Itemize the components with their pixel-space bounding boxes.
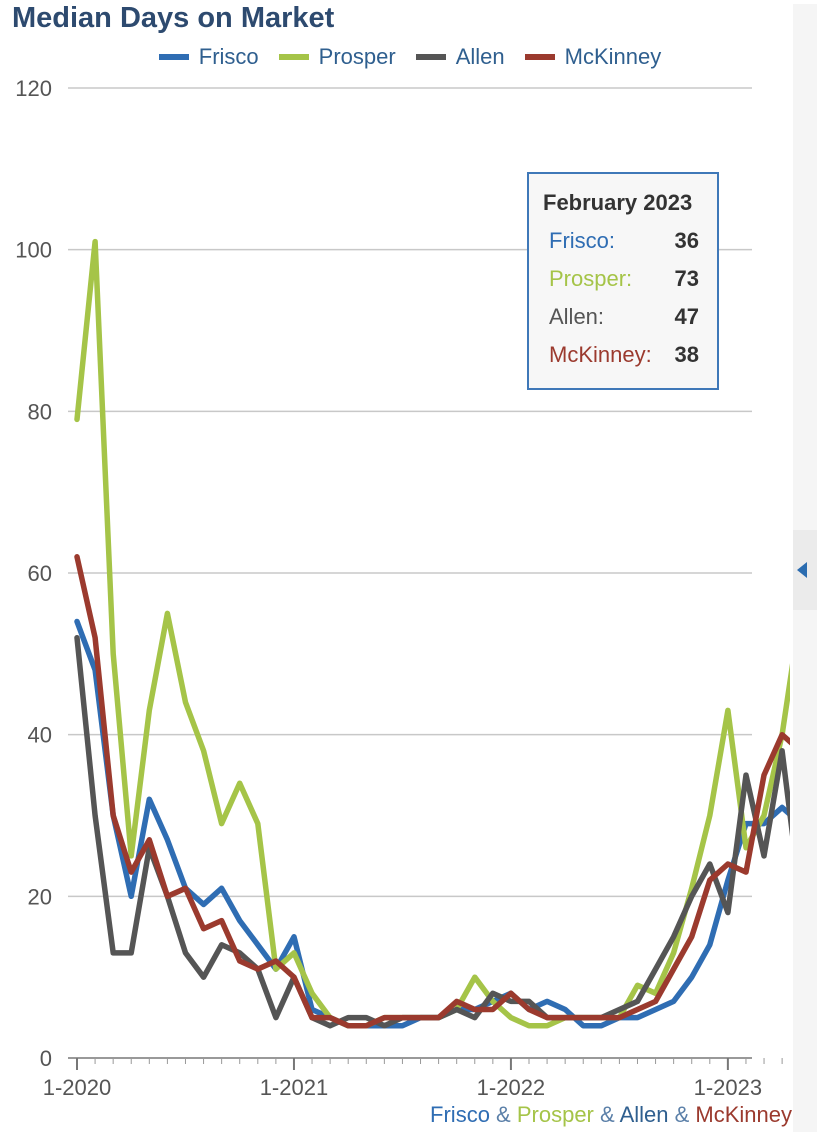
legend-swatch (524, 54, 555, 60)
legend-item-frisco[interactable]: Frisco (158, 44, 259, 70)
footer-separator: & (593, 1102, 620, 1127)
footer-series-frisco[interactable]: Frisco (430, 1102, 490, 1127)
tooltip-value: 38 (674, 342, 699, 367)
series-line-allen (74, 634, 790, 1029)
footer-series-allen[interactable]: Allen (619, 1102, 669, 1127)
tooltip-label: McKinney: (549, 342, 652, 367)
tooltip-row-mckinney: McKinney: 38 (549, 342, 699, 368)
legend-swatch (158, 54, 189, 60)
legend: Frisco Prosper Allen McKinney (0, 44, 820, 70)
x-tick-label: 1-2023 (694, 1075, 763, 1100)
y-tick-label: 60 (28, 561, 52, 586)
chart-title: Median Days on Market (12, 2, 335, 34)
line-chart: 0 20 40 60 80 100 120 1-2020 1-2021 1-2022 1-2023 (15, 76, 790, 1100)
legend-item-mckinney[interactable]: McKinney (524, 44, 662, 70)
x-tick-label: 1-2022 (477, 1075, 546, 1100)
series-line-mckinney (74, 554, 790, 1029)
y-tick-label: 80 (28, 399, 52, 424)
footer-series-caption: Frisco & Prosper & Allen & McKinney (430, 1102, 792, 1128)
footer-series-prosper[interactable]: Prosper (516, 1102, 594, 1127)
tooltip-value: 36 (674, 228, 699, 253)
tooltip-row-prosper: Prosper: 73 (549, 266, 699, 292)
legend-swatch (415, 54, 446, 60)
tooltip-title: February 2023 (543, 190, 693, 215)
legend-item-prosper[interactable]: Prosper (278, 44, 396, 70)
legend-label: McKinney (564, 44, 662, 69)
x-tick-label: 1-2020 (43, 1075, 112, 1100)
legend-label: Allen (455, 44, 505, 69)
footer-separator: & (489, 1102, 517, 1127)
chevron-left-icon[interactable] (797, 562, 807, 578)
tooltip-label: Allen: (549, 304, 605, 329)
x-tick-label: 1-2021 (260, 1075, 329, 1100)
tooltip: February 2023 Frisco: 36 Prosper: 73 Allen: 4… (527, 172, 719, 390)
tooltip-value: 47 (674, 304, 699, 329)
tooltip-row-allen: Allen: 47 (549, 304, 699, 330)
y-tick-label: 0 (40, 1046, 52, 1071)
legend-item-allen[interactable]: Allen (415, 44, 505, 70)
y-tick-label: 40 (28, 723, 52, 748)
footer-series-mckinney[interactable]: McKinney (695, 1102, 792, 1127)
y-tick-label: 100 (15, 238, 52, 263)
legend-label: Prosper (318, 44, 396, 69)
tooltip-value: 73 (674, 266, 699, 291)
footer-separator: & (668, 1102, 696, 1127)
tooltip-row-frisco: Frisco: 36 (549, 228, 699, 254)
legend-label: Frisco (198, 44, 259, 69)
y-tick-label: 120 (15, 76, 52, 101)
tooltip-label: Prosper: (549, 266, 633, 291)
y-tick-label: 20 (28, 884, 52, 909)
legend-swatch (278, 54, 309, 60)
tooltip-label: Frisco: (549, 228, 615, 253)
